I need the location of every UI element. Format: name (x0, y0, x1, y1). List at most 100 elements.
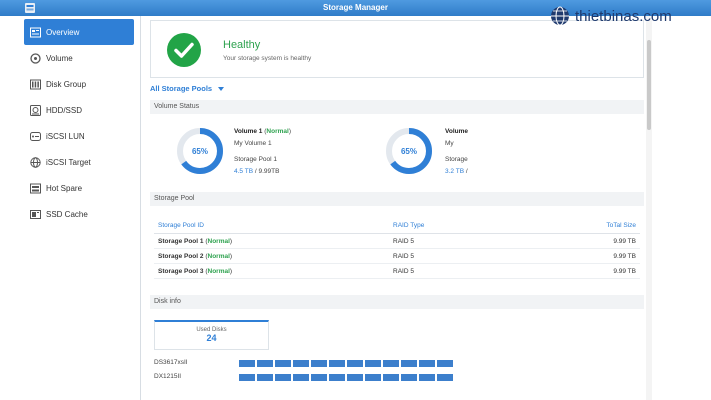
table-row[interactable]: Storage Pool 1 (Normal) RAID 5 9.99 TB (154, 234, 640, 249)
watermark-text: thietbinas.com (575, 7, 672, 25)
sidebar-item-label: SSD Cache (46, 209, 88, 219)
overview-icon (30, 27, 41, 37)
sidebar-item-ssd-cache[interactable]: SSD Cache (24, 201, 134, 227)
disk-bay[interactable] (383, 374, 399, 381)
sidebar-item-label: HDD/SSD (46, 105, 83, 115)
volume-usage-percent: 65% (401, 147, 417, 156)
used-disks-label: Used Disks (196, 327, 227, 333)
sidebar-item-hot-spare[interactable]: Hot Spare (24, 175, 134, 201)
hdd-icon (30, 104, 41, 116)
health-card: Healthy Your storage system is healthy (150, 20, 644, 78)
pool-name: Storage Pool 3 (158, 267, 204, 275)
disk-bay-row (239, 374, 453, 381)
pool-size: 9.99 TB (613, 237, 636, 245)
disk-info-header: Disk info (150, 295, 644, 309)
column-header-raid-type[interactable]: RAID Type (393, 222, 425, 229)
sidebar-item-label: Hot Spare (46, 183, 83, 193)
disk-bay[interactable] (239, 374, 255, 381)
disk-bay[interactable] (347, 360, 363, 367)
disk-bay[interactable] (365, 374, 381, 381)
ssd-cache-icon (30, 209, 41, 219)
sidebar-item-iscsi-lun[interactable]: iSCSI LUN (24, 123, 134, 149)
enclosure-name: DS3617xsII (154, 359, 188, 366)
disk-bay[interactable] (437, 360, 453, 367)
table-row[interactable]: Storage Pool 2 (Normal) RAID 5 9.99 TB (154, 249, 640, 264)
storage-pools-dropdown[interactable]: All Storage Pools (150, 84, 225, 93)
globe-icon (551, 6, 569, 26)
sidebar-item-iscsi-target[interactable]: iSCSI Target (24, 149, 134, 175)
enclosure-name: DX1215II (154, 373, 182, 380)
table-header-row: Storage Pool ID RAID Type ToTal Size (154, 218, 640, 234)
disk-bay[interactable] (257, 360, 273, 367)
volume-total: 9.99TB (258, 168, 280, 175)
disk-bay[interactable] (437, 374, 453, 381)
volume-description: My Volume 1 (234, 140, 272, 147)
disk-bay[interactable] (365, 360, 381, 367)
table-row[interactable]: Storage Pool 3 (Normal) RAID 5 9.99 TB (154, 264, 640, 279)
storage-pools-dropdown-label: All Storage Pools (150, 84, 213, 93)
column-header-pool-id[interactable]: Storage Pool ID (158, 222, 204, 229)
disk-bay[interactable] (419, 374, 435, 381)
volume-info: Volume My Storage 3.2 TB / (445, 128, 468, 175)
used-disks-card[interactable]: Used Disks 24 (154, 320, 269, 350)
sidebar-item-label: iSCSI Target (46, 157, 91, 167)
volume-name: Volume (445, 128, 468, 135)
hot-spare-icon (30, 183, 41, 193)
pool-raid-type: RAID 5 (393, 252, 414, 260)
disk-bay[interactable] (257, 374, 273, 381)
disk-bay[interactable] (275, 360, 291, 367)
volume-used: 4.5 TB (234, 168, 254, 175)
main-content: Healthy Your storage system is healthy A… (142, 16, 652, 400)
disk-bay[interactable] (347, 374, 363, 381)
volume-status-header: Volume Status (150, 100, 644, 114)
disk-bay[interactable] (329, 374, 345, 381)
pool-status: Normal (207, 252, 230, 260)
disk-bay[interactable] (311, 374, 327, 381)
disk-bay[interactable] (419, 360, 435, 367)
volume-status: Normal (266, 128, 289, 135)
sidebar-item-label: Disk Group (46, 79, 87, 89)
volume-icon (30, 52, 41, 64)
disk-bay[interactable] (329, 360, 345, 367)
sidebar-item-label: Overview (46, 27, 80, 37)
disk-bay[interactable] (293, 374, 309, 381)
column-header-total-size[interactable]: ToTal Size (606, 222, 636, 229)
volume-used: 3.2 TB (445, 168, 465, 175)
disk-bay[interactable] (293, 360, 309, 367)
health-subtitle: Your storage system is healthy (223, 55, 312, 62)
pool-size: 9.99 TB (613, 267, 636, 275)
vertical-scrollbar[interactable] (646, 16, 652, 400)
storage-manager-app-icon (25, 3, 35, 13)
sidebar-item-hdd-ssd[interactable]: HDD/SSD (24, 97, 134, 123)
volume-info: Volume 1 (Normal) My Volume 1 Storage Po… (234, 128, 291, 175)
pool-size: 9.99 TB (613, 252, 636, 260)
volume-usage-arc (386, 128, 432, 174)
disk-bay[interactable] (401, 374, 417, 381)
chevron-down-icon (218, 86, 225, 91)
check-icon (167, 33, 201, 67)
globe-icon (30, 156, 41, 168)
volume-usage-donut: 65% (386, 128, 432, 174)
window-titlebar: Storage Manager (0, 0, 711, 16)
sidebar-item-disk-group[interactable]: Disk Group (24, 71, 134, 97)
sidebar-item-volume[interactable]: Volume (24, 45, 134, 71)
volume-description: My (445, 140, 454, 147)
health-title: Healthy (223, 39, 261, 51)
pool-status: Normal (207, 237, 230, 245)
disk-bay[interactable] (311, 360, 327, 367)
scrollbar-thumb[interactable] (647, 40, 651, 130)
disk-bay[interactable] (275, 374, 291, 381)
window-title: Storage Manager (323, 3, 388, 12)
sidebar-item-overview[interactable]: Overview (24, 19, 134, 45)
volume-pool: Storage (445, 156, 468, 163)
sidebar-item-label: iSCSI LUN (46, 131, 85, 141)
storage-pool-header: Storage Pool (150, 192, 644, 206)
disk-bay[interactable] (401, 360, 417, 367)
volume-usage-arc (177, 128, 223, 174)
pool-status: Normal (207, 267, 230, 275)
pool-name: Storage Pool 2 (158, 252, 204, 260)
disk-bay[interactable] (239, 360, 255, 367)
disk-bay[interactable] (383, 360, 399, 367)
pool-name: Storage Pool 1 (158, 237, 204, 245)
used-disks-count: 24 (206, 333, 217, 343)
